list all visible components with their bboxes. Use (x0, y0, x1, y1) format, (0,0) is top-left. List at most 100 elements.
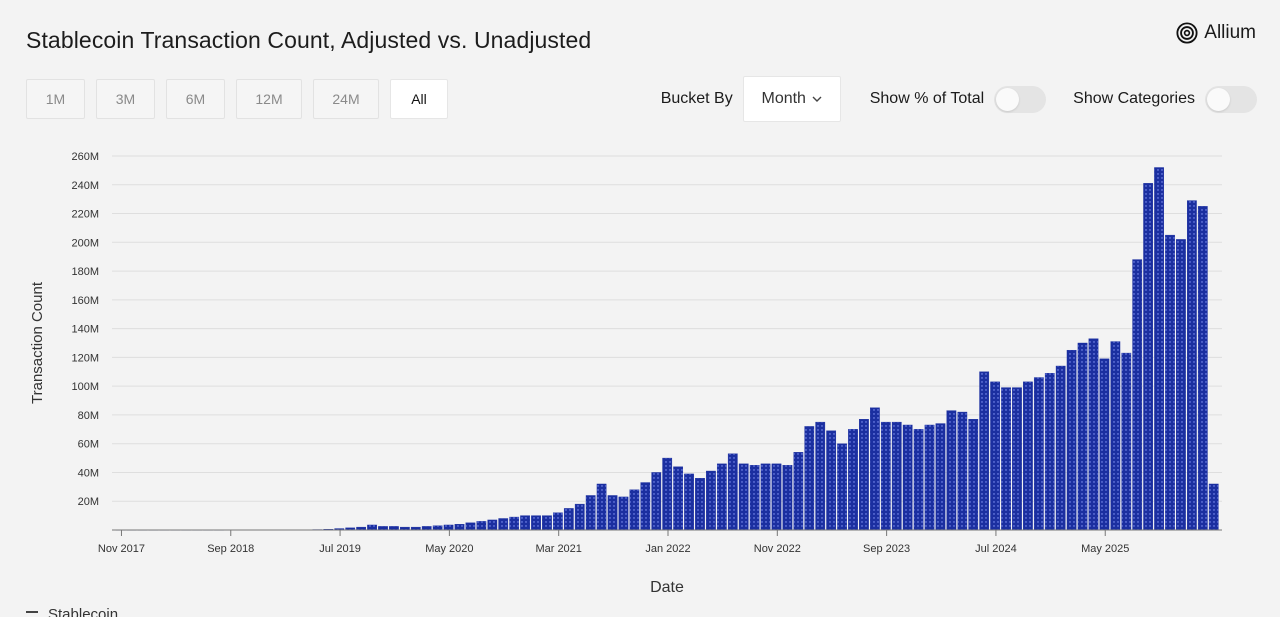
bar (509, 516, 520, 531)
bar (487, 519, 498, 531)
bar (870, 407, 880, 531)
y-tick-label: 180M (71, 266, 99, 278)
x-axis-label: Date (650, 579, 684, 596)
y-axis-label: Transaction Count (29, 281, 46, 404)
bar (859, 419, 869, 531)
x-axis: Nov 2017 Sep 2018 Jul 2019 May 2020 Mar 2021… (98, 529, 1222, 555)
bucket-by-label: Bucket By (660, 90, 733, 107)
bar (389, 526, 399, 531)
bar (760, 463, 771, 531)
y-tick-label: 100M (71, 381, 99, 393)
bar (1044, 373, 1055, 531)
bar (651, 472, 662, 531)
bar (563, 508, 574, 531)
menu-icon (26, 610, 38, 617)
bar (913, 429, 924, 531)
bar (716, 463, 727, 531)
bar (1001, 387, 1011, 531)
bar (520, 515, 530, 531)
bar (432, 525, 443, 531)
y-tick-label: 60M (78, 439, 99, 451)
bar (531, 515, 541, 531)
y-tick-label: 160M (71, 295, 99, 307)
bar (542, 515, 552, 531)
x-tick-label: Mar 2021 (535, 543, 581, 555)
bar (476, 521, 487, 531)
bar (957, 411, 968, 531)
bar (1099, 358, 1110, 531)
bar (553, 512, 563, 531)
chart-title: Stablecoin Transaction Count, Adjusted v… (26, 27, 592, 53)
bar (1208, 483, 1219, 531)
x-tick-label: Nov 2017 (98, 543, 145, 555)
x-tick-label: Nov 2022 (754, 543, 801, 555)
bar (1033, 377, 1044, 531)
bar (367, 524, 377, 531)
bar (1132, 259, 1143, 531)
chart-grid (112, 155, 1222, 502)
y-tick-label: 120M (71, 352, 99, 364)
show-categories-label: Show Categories (1073, 90, 1195, 107)
bar (1154, 167, 1164, 531)
bar (1077, 342, 1088, 531)
bar (454, 524, 465, 531)
x-tick-label: Jul 2019 (319, 543, 361, 555)
bar (1187, 200, 1197, 531)
bucket-by-value: Month (761, 90, 806, 107)
bar (1165, 234, 1175, 531)
bar (1110, 341, 1121, 531)
chart-controls: Bucket By Month Show % of Total Show Cat… (661, 76, 1257, 122)
bar (1055, 365, 1066, 531)
bucket-by-select[interactable]: Month (742, 76, 841, 122)
range-button-6m[interactable]: 6M (166, 79, 225, 119)
bar (880, 421, 891, 531)
bar (574, 503, 585, 531)
bar (946, 410, 957, 531)
bar (596, 483, 607, 531)
bar (837, 443, 847, 531)
bar (1066, 349, 1077, 531)
y-tick-label: 260M (71, 151, 99, 163)
range-button-24m[interactable]: 24M (313, 79, 379, 119)
bar (1012, 387, 1022, 531)
y-tick-label: 20M (78, 496, 99, 508)
time-range-selector: 1M 3M 6M 12M 24M All (26, 79, 448, 119)
bar (891, 421, 902, 531)
range-button-12m[interactable]: 12M (236, 79, 302, 119)
range-button-3m[interactable]: 3M (96, 79, 155, 119)
range-button-all[interactable]: All (390, 79, 448, 119)
y-tick-label: 220M (71, 209, 99, 221)
bar (684, 473, 694, 531)
chevron-down-icon (812, 96, 822, 102)
bar (1176, 239, 1186, 531)
bar (815, 421, 826, 531)
bar (771, 463, 782, 531)
toggle-knob (1207, 87, 1230, 111)
show-pct-toggle[interactable] (994, 85, 1047, 113)
bar (749, 465, 760, 531)
bar (443, 524, 454, 531)
show-categories-toggle[interactable] (1205, 85, 1257, 113)
bar (804, 426, 815, 531)
bar-chart: 20M 40M 60M 80M 100M 120M 140M 160M 180M 200M 220M… (29, 151, 1222, 596)
brand-logo: Allium (1176, 22, 1256, 44)
bar (1088, 338, 1099, 531)
y-axis: 20M 40M 60M 80M 100M 120M 140M 160M 180M 200M 220M… (71, 151, 99, 508)
bar (968, 419, 979, 531)
y-tick-label: 200M (71, 237, 99, 249)
bar-series (115, 167, 1219, 531)
bar (1023, 381, 1033, 531)
bar (979, 371, 990, 531)
bar (848, 429, 858, 531)
bar (902, 424, 913, 531)
bar (826, 430, 837, 531)
bar (662, 457, 673, 531)
bar (935, 423, 946, 531)
bar (695, 478, 705, 531)
y-tick-label: 140M (71, 324, 99, 336)
bar (738, 463, 749, 531)
range-button-1m[interactable]: 1M (26, 79, 85, 119)
legend[interactable]: Stablecoin (26, 606, 118, 617)
x-tick-label: Jan 2022 (645, 543, 690, 555)
brand-name: Allium (1204, 22, 1256, 43)
